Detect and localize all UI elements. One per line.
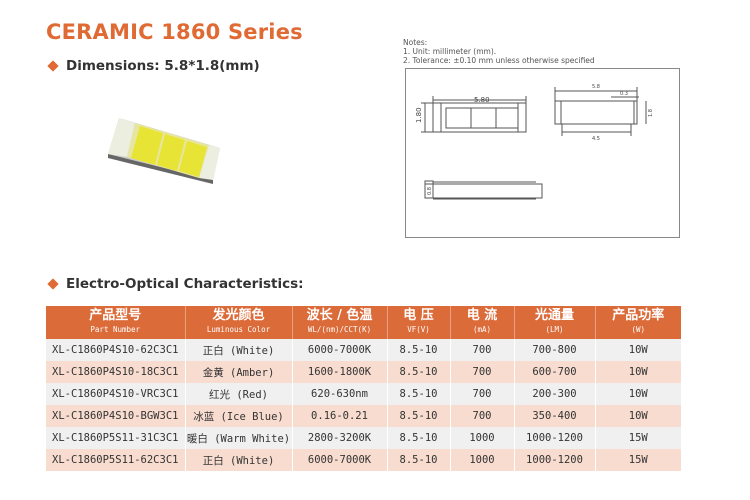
page-title: CERAMIC 1860 Series (46, 20, 303, 44)
cell-luminous-color: 冰蓝 (Ice Blue) (185, 405, 293, 427)
table-row: XL-C1860P4S10-18C3C1 金黄 (Amber) 1600-1800K… (46, 361, 681, 383)
cell-wavelength: 0.16-0.21 (292, 405, 388, 427)
cell-luminous-color: 正白 (White) (185, 339, 293, 361)
cell-power: 10W (595, 361, 681, 383)
cell-voltage: 8.5-10 (387, 449, 451, 471)
cell-wavelength: 1600-1800K (292, 361, 388, 383)
cell-part-number: XL-C1860P5S11-62C3C1 (46, 449, 186, 471)
cell-wavelength: 620-630nm (292, 383, 388, 405)
cell-wavelength: 6000-7000K (292, 339, 388, 361)
cell-flux: 350-400 (514, 405, 596, 427)
cell-current: 700 (450, 383, 515, 405)
table-row: XL-C1860P4S10-BGW3C1 冰蓝 (Ice Blue) 0.16-0.… (46, 405, 681, 427)
drawing-side-height: 1.8 (648, 109, 654, 117)
cell-part-number: XL-C1860P4S10-BGW3C1 (46, 405, 186, 427)
notes-heading: Notes: (403, 38, 428, 47)
cell-part-number: XL-C1860P4S10-VRC3C1 (46, 383, 186, 405)
cell-flux: 700-800 (514, 339, 596, 361)
cell-voltage: 8.5-10 (387, 383, 451, 405)
notes: Notes: 1. Unit: millimeter (mm). 2. Tole… (403, 38, 595, 65)
cell-current: 700 (450, 339, 515, 361)
dimensions-heading: Dimensions: 5.8*1.8(mm) (47, 58, 260, 74)
table-row: XL-C1860P5S11-31C3C1 暖白 (Warm White) 2800-… (46, 427, 681, 449)
cell-flux: 600-700 (514, 361, 596, 383)
cell-power: 10W (595, 383, 681, 405)
cell-luminous-color: 正白 (White) (185, 449, 293, 471)
header-part-number: 产品型号 Part Number (46, 306, 186, 339)
table-row: XL-C1860P4S10-62C3C1 正白 (White) 6000-7000K… (46, 339, 681, 361)
note-item: 1. Unit: millimeter (mm). (403, 47, 497, 56)
header-luminous-color: 发光颜色 Luminous Color (185, 306, 293, 339)
drawing-side-small: 0.3 (620, 91, 628, 97)
header-current: 电 流 (mA) (450, 306, 515, 339)
note-item: 2. Tolerance: ±0.10 mm unless otherwise … (403, 56, 595, 65)
drawing-thickness: 0.8 (427, 187, 433, 195)
drawing-top-height: 1.80 (415, 107, 423, 123)
cell-wavelength: 6000-7000K (292, 449, 388, 471)
header-power: 产品功率 (W) (595, 306, 681, 339)
cell-power: 10W (595, 339, 681, 361)
led-chip-image (108, 118, 220, 184)
dimensions-label: Dimensions: 5.8*1.8(mm) (66, 58, 260, 74)
cell-power: 15W (595, 449, 681, 471)
cell-luminous-color: 暖白 (Warm White) (185, 427, 293, 449)
cell-voltage: 8.5-10 (387, 405, 451, 427)
cell-wavelength: 2800-3200K (292, 427, 388, 449)
table-row: XL-C1860P4S10-VRC3C1 红光 (Red) 620-630nm 8.5… (46, 383, 681, 405)
cell-power: 10W (595, 405, 681, 427)
cell-current: 700 (450, 361, 515, 383)
header-flux: 光通量 (LM) (514, 306, 596, 339)
cell-part-number: XL-C1860P5S11-31C3C1 (46, 427, 186, 449)
cell-luminous-color: 金黄 (Amber) (185, 361, 293, 383)
section-label: Electro-Optical Characteristics: (66, 276, 304, 292)
header-wavelength: 波长 / 色温 WL/(nm)/CCT(K) (292, 306, 388, 339)
table-row: XL-C1860P5S11-62C3C1 正白 (White) 6000-7000K… (46, 449, 681, 471)
cell-part-number: XL-C1860P4S10-62C3C1 (46, 339, 186, 361)
cell-current: 700 (450, 405, 515, 427)
cell-current: 1000 (450, 427, 515, 449)
electro-optical-heading: Electro-Optical Characteristics: (47, 276, 304, 292)
drawing-side-width: 5.8 (592, 84, 600, 90)
cell-current: 1000 (450, 449, 515, 471)
cell-voltage: 8.5-10 (387, 361, 451, 383)
header-voltage: 电 压 VF(V) (387, 306, 451, 339)
cell-flux: 200-300 (514, 383, 596, 405)
diamond-bullet-icon (47, 278, 59, 290)
cell-flux: 1000-1200 (514, 427, 596, 449)
drawing-side-inner: 4.5 (592, 136, 600, 142)
table-header-row: 产品型号 Part Number 发光颜色 Luminous Color 波长 / … (46, 306, 681, 339)
cell-voltage: 8.5-10 (387, 339, 451, 361)
cell-power: 15W (595, 427, 681, 449)
specs-table: 产品型号 Part Number 发光颜色 Luminous Color 波长 / … (46, 306, 681, 471)
cell-voltage: 8.5-10 (387, 427, 451, 449)
diamond-bullet-icon (47, 60, 59, 72)
cell-flux: 1000-1200 (514, 449, 596, 471)
cell-luminous-color: 红光 (Red) (185, 383, 293, 405)
dimension-drawing: 5.80 1.80 5.8 0.3 4.5 1.8 0.8 (405, 68, 680, 238)
cell-part-number: XL-C1860P4S10-18C3C1 (46, 361, 186, 383)
drawing-top-width: 5.80 (474, 96, 490, 104)
